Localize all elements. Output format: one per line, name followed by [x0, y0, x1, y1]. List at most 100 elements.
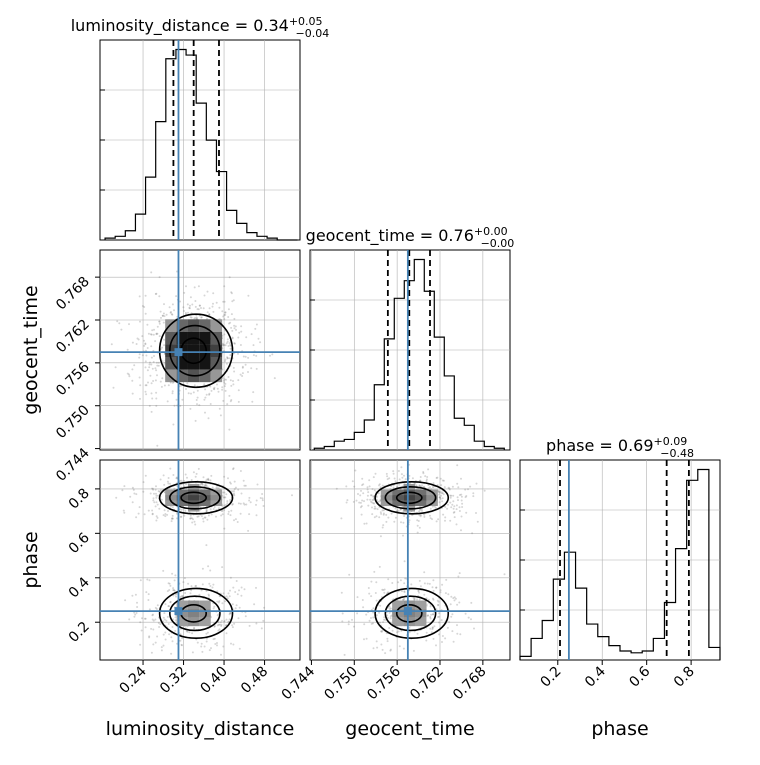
density-cell — [165, 331, 177, 345]
scatter-point — [382, 513, 385, 516]
scatter-point — [212, 310, 215, 313]
density-cell — [392, 495, 404, 501]
scatter-point — [171, 381, 174, 384]
scatter-point — [201, 483, 204, 486]
scatter-point — [186, 382, 189, 385]
scatter-point — [352, 500, 355, 503]
scatter-point — [169, 584, 172, 587]
scatter-point — [373, 516, 376, 519]
scatter-point — [195, 399, 198, 401]
scatter-point — [223, 620, 226, 623]
scatter-point — [135, 343, 138, 345]
scatter-point — [205, 637, 208, 640]
scatter-point — [193, 384, 196, 387]
scatter-point — [430, 631, 433, 634]
scatter-point — [158, 320, 161, 323]
scatter-point — [233, 622, 236, 625]
scatter-point — [205, 632, 208, 635]
scatter-point — [207, 478, 210, 481]
scatter-point — [373, 570, 376, 573]
scatter-point — [372, 616, 375, 619]
scatter-point — [171, 303, 174, 306]
scatter-point — [382, 512, 385, 515]
scatter-point — [398, 645, 401, 648]
scatter-point — [159, 310, 162, 313]
scatter-point — [452, 494, 455, 497]
scatter-point — [150, 392, 153, 395]
scatter-point — [219, 414, 222, 417]
x-tick-label: 0.32 — [157, 664, 190, 697]
scatter-point — [183, 577, 186, 580]
scatter-point — [167, 605, 170, 608]
scatter-point — [142, 481, 145, 484]
scatter-point — [235, 604, 238, 607]
scatter-point — [134, 613, 137, 616]
scatter-point — [233, 324, 236, 327]
scatter-point — [165, 619, 168, 622]
scatter-point — [223, 527, 226, 530]
scatter-point — [230, 384, 233, 387]
scatter-point — [361, 499, 364, 502]
scatter-point — [233, 519, 235, 522]
scatter-point — [217, 629, 220, 632]
scatter-point — [455, 508, 458, 511]
scatter-point — [123, 485, 126, 488]
scatter-point — [166, 480, 169, 483]
scatter-point — [216, 614, 219, 617]
scatter-point — [229, 612, 232, 614]
scatter-point — [439, 477, 442, 480]
scatter-point — [163, 338, 166, 341]
scatter-point — [375, 599, 378, 602]
density-cell — [176, 331, 188, 345]
scatter-point — [166, 400, 169, 403]
scatter-point — [346, 499, 349, 502]
scatter-point — [427, 484, 430, 487]
scatter-point — [390, 512, 393, 515]
scatter-point — [372, 476, 375, 479]
scatter-point — [150, 651, 153, 654]
x-tick-label: 0.8 — [671, 664, 698, 691]
scatter-point — [183, 514, 186, 517]
scatter-point — [232, 643, 235, 646]
scatter-point — [372, 622, 374, 625]
scatter-point — [228, 428, 231, 431]
scatter-point — [167, 510, 169, 512]
xlabel-luminosity-distance: luminosity_distance — [106, 718, 295, 740]
scatter-point — [222, 315, 225, 318]
scatter-point — [444, 506, 447, 508]
scatter-point — [229, 321, 232, 324]
scatter-point — [203, 398, 206, 401]
scatter-point — [155, 397, 158, 400]
scatter-point — [121, 489, 124, 492]
y-tick-label: 0.750 — [53, 402, 93, 442]
scatter-point — [160, 316, 162, 319]
scatter-point — [419, 479, 422, 482]
scatter-point — [181, 398, 184, 401]
scatter-point — [470, 618, 472, 621]
scatter-point — [158, 507, 161, 510]
scatter-point — [417, 520, 420, 522]
scatter-point — [166, 615, 169, 618]
scatter-point — [378, 565, 381, 568]
scatter-point — [226, 356, 229, 359]
scatter-point — [157, 494, 160, 497]
scatter-point — [233, 492, 235, 495]
scatter-point — [386, 616, 389, 619]
scatter-point — [381, 509, 384, 512]
scatter-point — [152, 643, 155, 646]
scatter-point — [221, 310, 224, 313]
scatter-point — [195, 584, 198, 587]
scatter-point — [151, 487, 153, 490]
scatter-point — [389, 615, 392, 618]
scatter-point — [222, 592, 225, 595]
scatter-point — [179, 404, 182, 407]
scatter-point — [173, 589, 176, 592]
scatter-point — [241, 375, 244, 377]
scatter-point — [227, 510, 230, 513]
scatter-point — [244, 615, 247, 618]
scatter-point — [152, 613, 154, 616]
x-tick-label: 0.744 — [279, 663, 319, 703]
scatter-point — [416, 487, 419, 490]
scatter-point — [196, 403, 198, 406]
scatter-point — [231, 490, 234, 493]
